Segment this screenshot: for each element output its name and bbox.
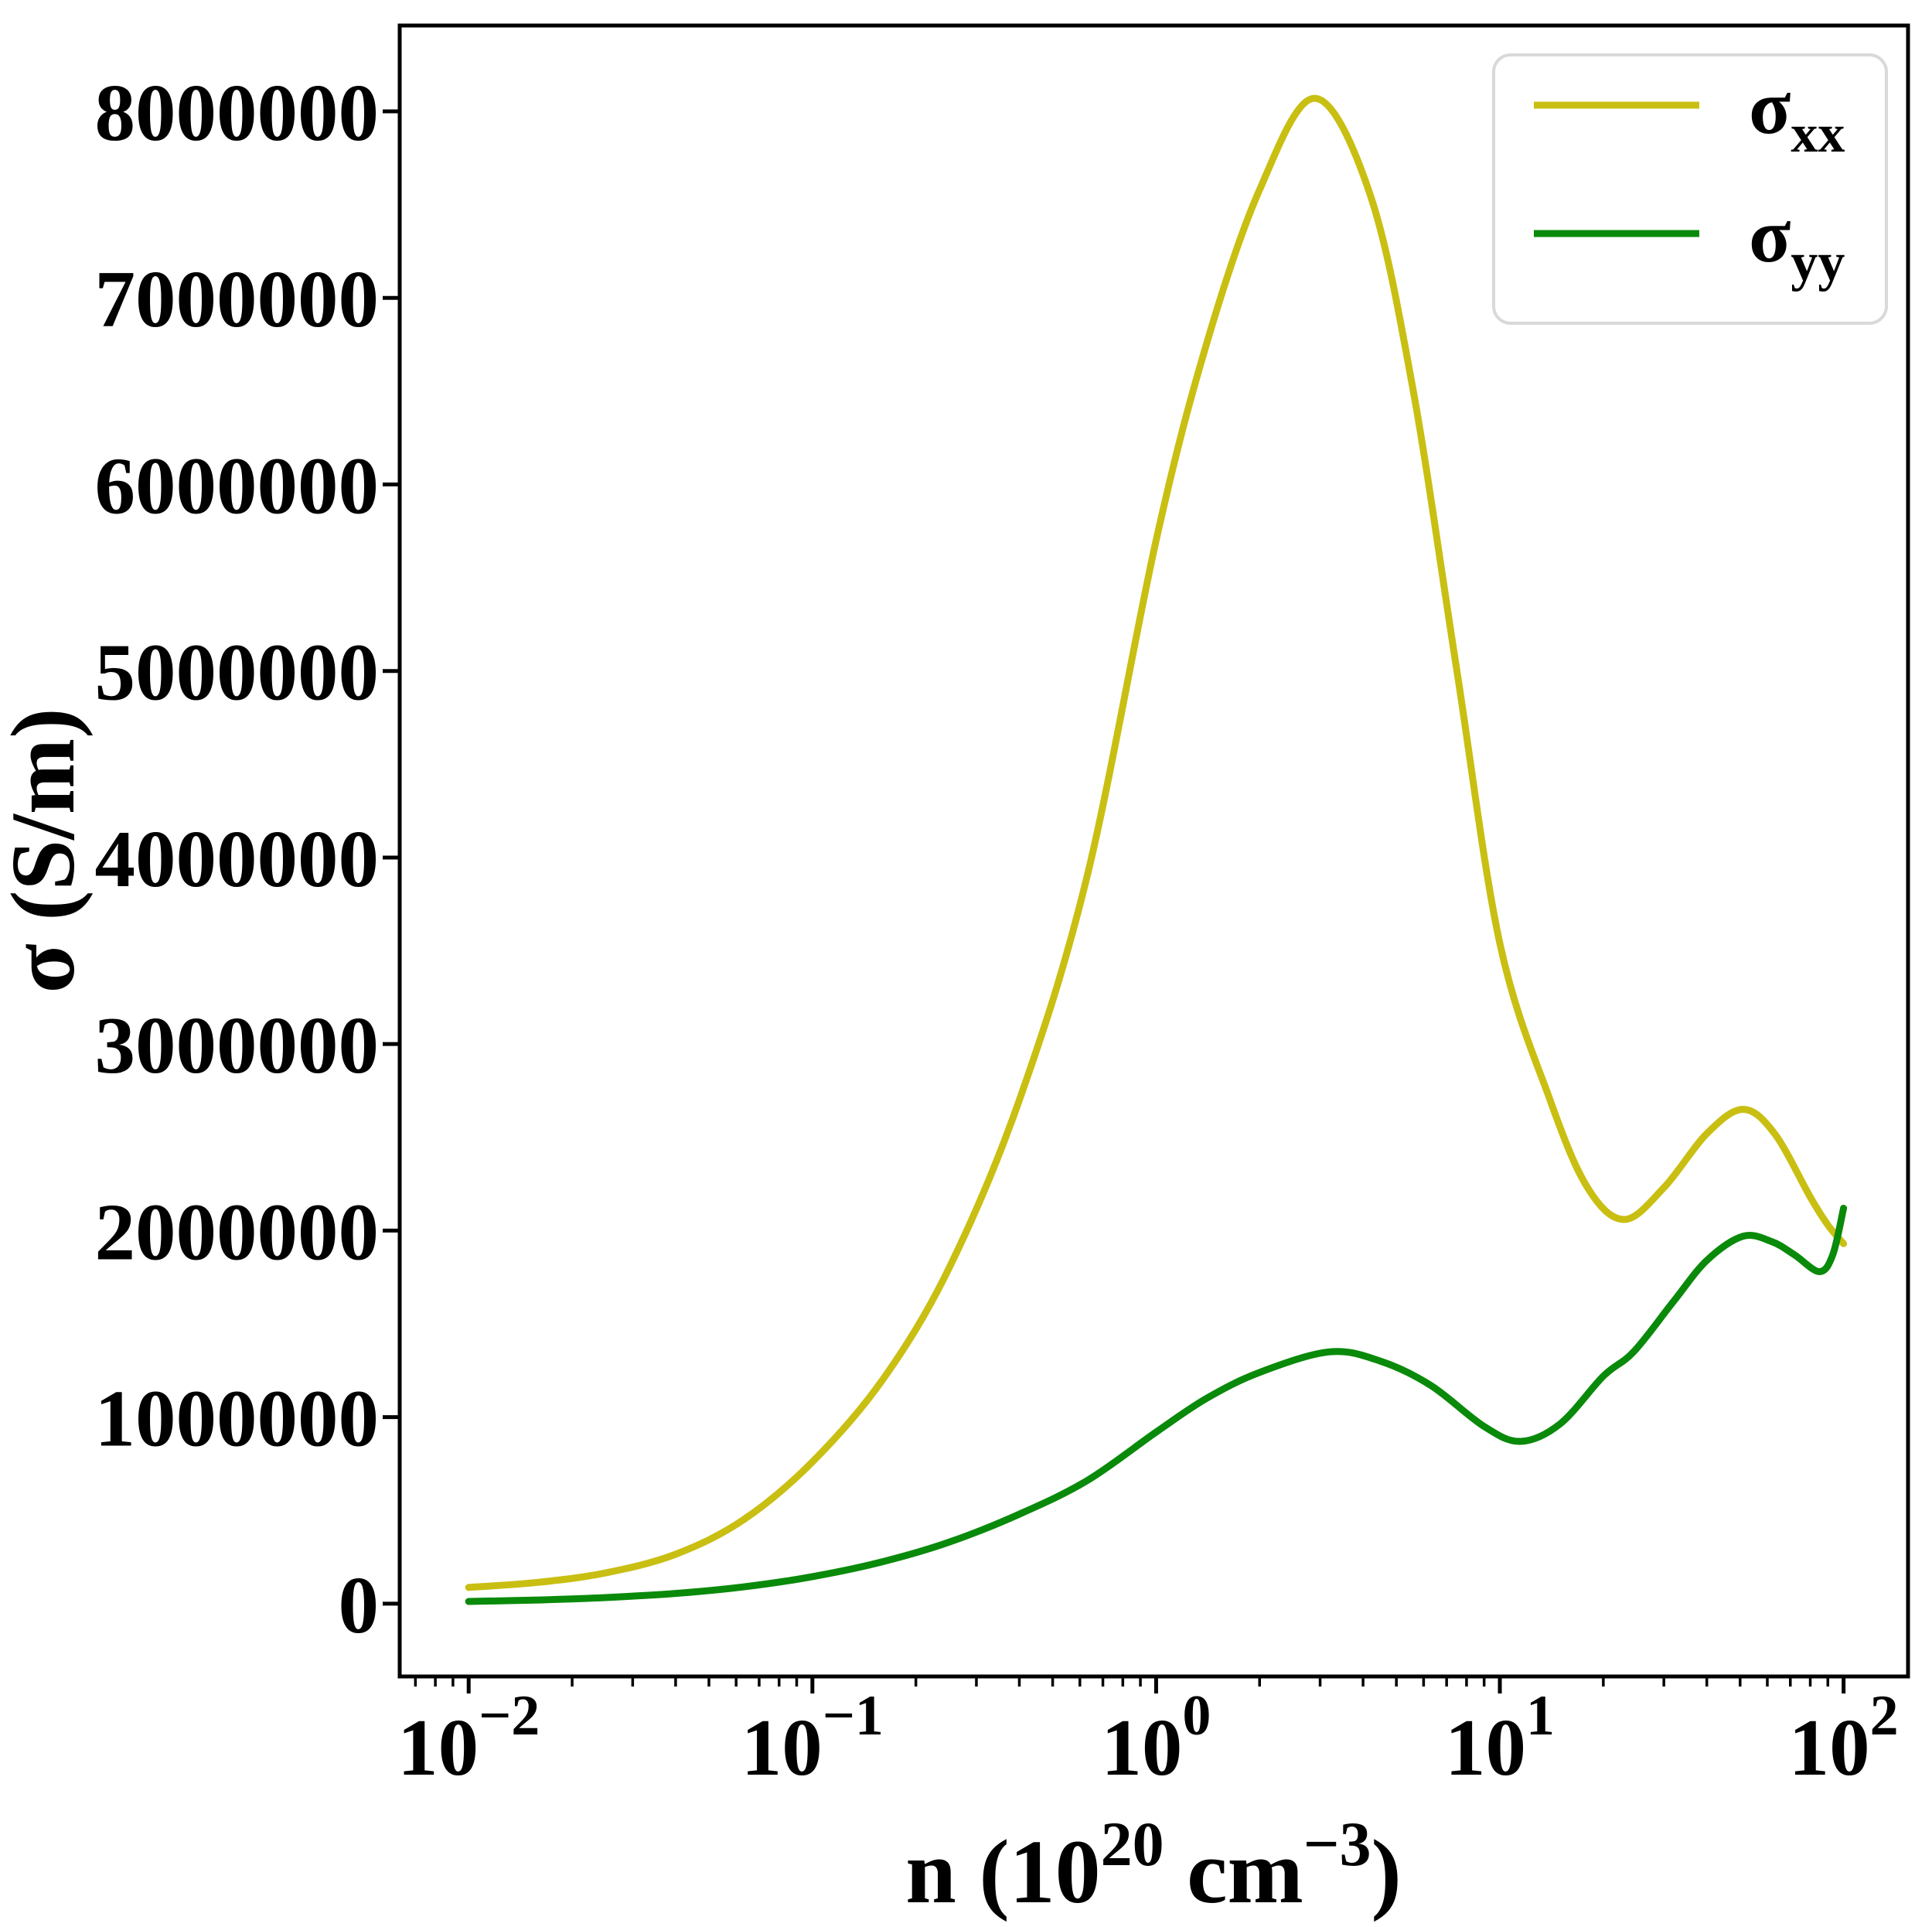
y-tick-label: 2000000 <box>95 1186 380 1277</box>
legend-label-sigma_yy: σyy <box>1749 193 1845 292</box>
y-tick-label: 4000000 <box>95 813 380 904</box>
x-tick-exponent: 2 <box>1870 1684 1899 1748</box>
plot-border <box>397 23 1910 1679</box>
x-label-part: cm <box>1164 1821 1303 1922</box>
y-axis-ticks: 0 1000000 2000000 3000000 4000000 5000000 6000… <box>95 67 400 1650</box>
x-tick-exponent: −2 <box>479 1684 540 1748</box>
legend-label-base: σ <box>1749 64 1791 150</box>
legend-box <box>1492 53 1888 325</box>
x-tick-exponent: 1 <box>1526 1684 1555 1748</box>
x-label-exponent: 20 <box>1101 1809 1164 1879</box>
x-label-exponent: −3 <box>1303 1809 1371 1879</box>
x-label-part: n (10 <box>905 1821 1100 1922</box>
x-tick-exponent: −1 <box>823 1684 884 1748</box>
x-axis-ticks: 10−2 10−1 100 101 102 <box>397 1676 1899 1792</box>
x-tick-mantissa: 10 <box>741 1702 823 1792</box>
x-tick-label: 10−1 <box>741 1684 884 1792</box>
y-tick-label: 7000000 <box>95 254 380 344</box>
y-tick-label: 1000000 <box>95 1373 380 1464</box>
x-tick-exponent: 0 <box>1182 1684 1211 1748</box>
y-tick-label: 3000000 <box>95 1000 380 1090</box>
x-tick-mantissa: 10 <box>1789 1702 1870 1792</box>
y-tick-label: 8000000 <box>95 67 380 158</box>
x-tick-mantissa: 10 <box>397 1702 479 1792</box>
series-line-sigma_xx <box>465 94 1848 1591</box>
x-label-part: ) <box>1371 1821 1402 1922</box>
x-axis-label: n (1020 cm−3) <box>905 1809 1402 1922</box>
series-line-sigma_yy <box>465 1205 1848 1605</box>
y-tick-label: 6000000 <box>95 440 380 530</box>
legend-label-subscript: xx <box>1791 104 1845 164</box>
x-tick-mantissa: 10 <box>1445 1702 1526 1792</box>
x-tick-label: 10−2 <box>397 1684 540 1792</box>
y-tick-label: 0 <box>339 1560 380 1650</box>
x-tick-mantissa: 10 <box>1101 1702 1182 1792</box>
x-tick-label: 101 <box>1445 1684 1555 1792</box>
x-tick-label: 100 <box>1101 1684 1211 1792</box>
y-tick-label: 5000000 <box>95 627 380 718</box>
y-axis-label: σ (S/m) <box>0 708 94 994</box>
legend-label-base: σ <box>1749 193 1791 278</box>
data-series <box>465 94 1848 1605</box>
x-tick-label: 102 <box>1789 1684 1899 1792</box>
legend-label-subscript: yy <box>1791 233 1845 292</box>
legend-label-sigma_xx: σxx <box>1749 64 1845 164</box>
